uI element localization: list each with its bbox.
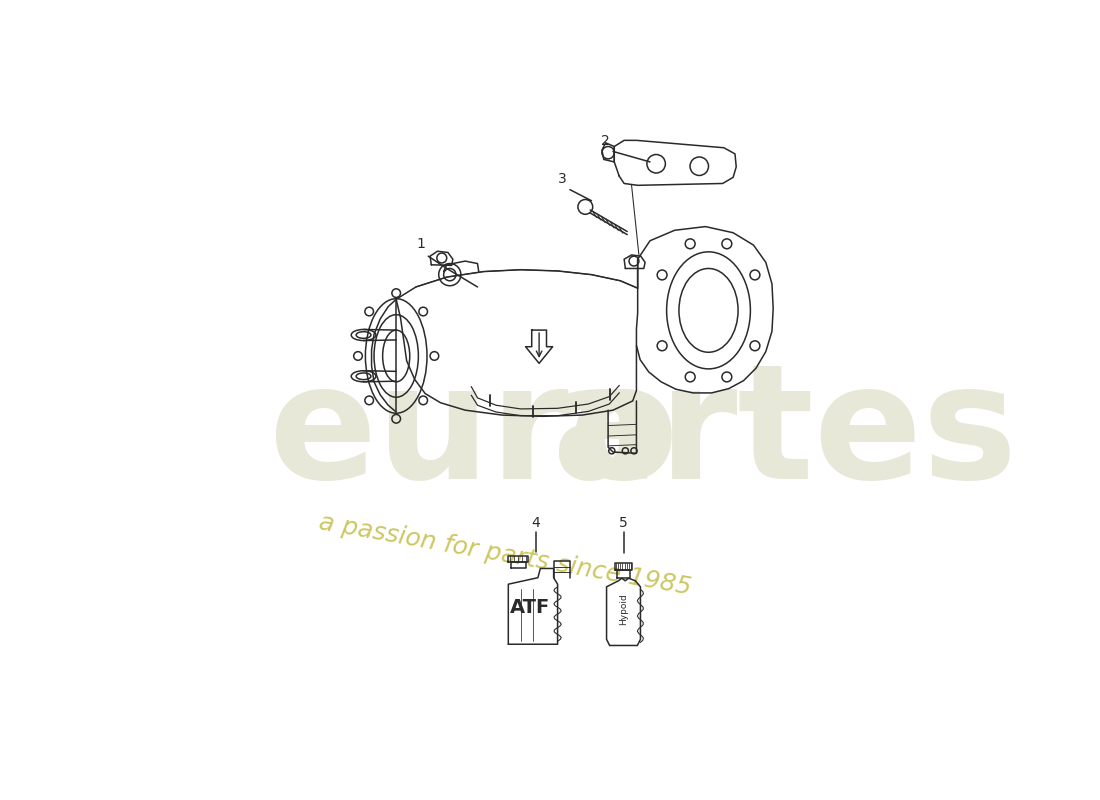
Text: 4: 4	[531, 516, 540, 530]
Text: 2: 2	[602, 134, 610, 148]
Text: 3: 3	[558, 172, 566, 186]
Text: Hypoid: Hypoid	[619, 594, 628, 625]
Text: 1: 1	[417, 238, 426, 251]
Text: ATF: ATF	[510, 598, 551, 617]
Text: artes: artes	[551, 358, 1018, 512]
Text: euro: euro	[268, 358, 679, 512]
Text: a passion for parts since 1985: a passion for parts since 1985	[317, 510, 693, 599]
Text: 5: 5	[619, 516, 628, 530]
